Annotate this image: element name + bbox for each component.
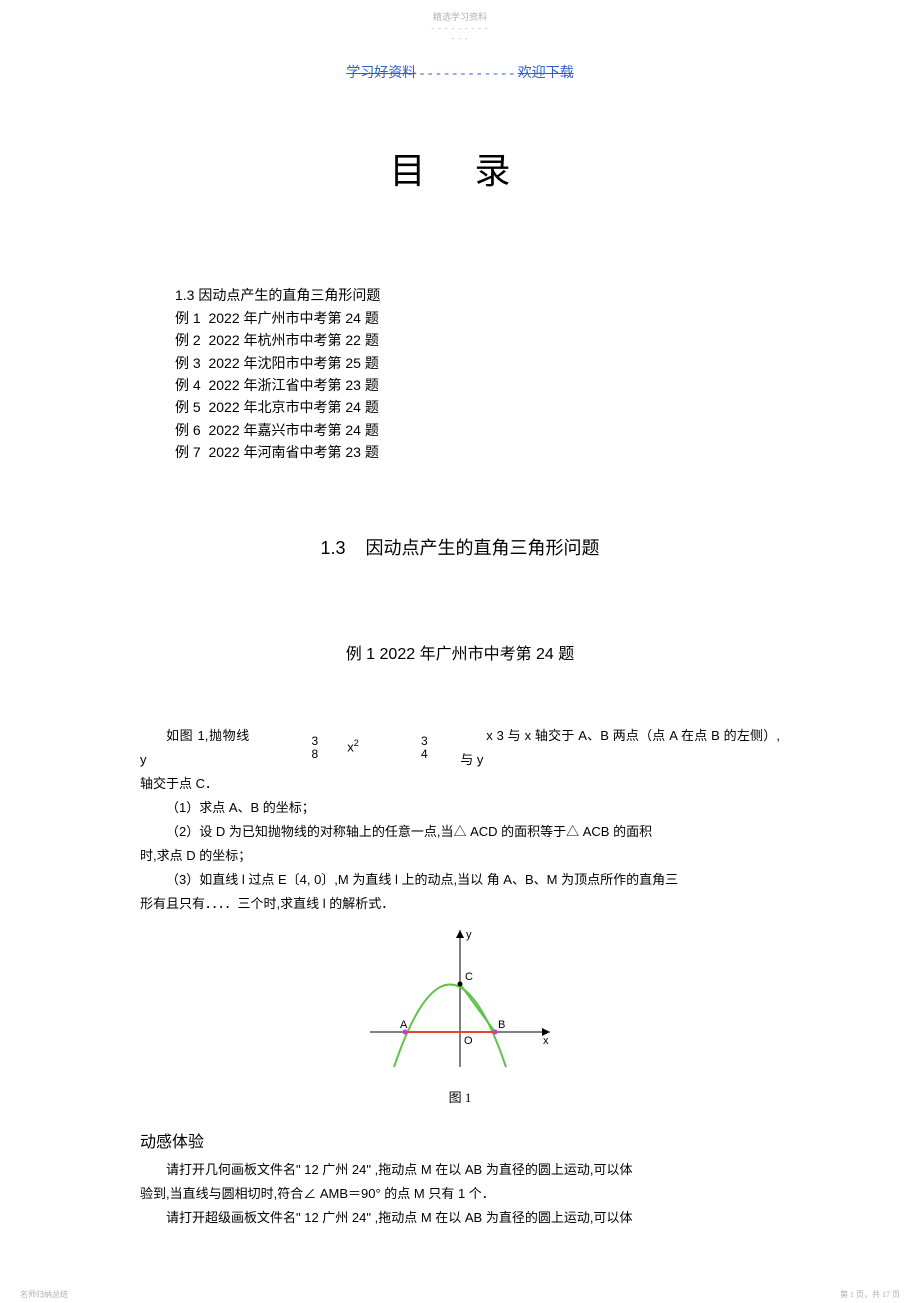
toc-item: 例 3 2022 年沈阳市中考第 25 题: [175, 352, 920, 374]
point-c: [458, 981, 463, 986]
banner-left: 学习好资料: [346, 66, 416, 81]
question-3: （3）如直线 l 过点 E〔4, 0〕,M 为直线 l 上的动点,当以 角 A、…: [140, 868, 780, 892]
y-arrow-icon: [456, 930, 464, 938]
experience-text: 请打开几何画板文件名" 12 广州 24" ,拖动点 M 在以 AB 为直径的圆…: [140, 1158, 780, 1230]
toc-item: 例 5 2022 年北京市中考第 24 题: [175, 396, 920, 418]
label-c: C: [465, 971, 473, 983]
exp-line-2: 请打开超级画板文件名" 12 广州 24" ,拖动点 M 在以 AB 为直径的圆…: [140, 1206, 780, 1230]
watermark-line1: 精选学习资料: [0, 12, 920, 24]
label-a: A: [400, 1019, 408, 1031]
toc-item: 例 4 2022 年浙江省中考第 23 题: [175, 374, 920, 396]
frac-num: 3: [286, 735, 319, 748]
footer-left: 名师归纳总结: [20, 1289, 68, 1300]
subheading-experience: 动感体验: [140, 1128, 920, 1152]
toc-item: 例 1 2022 年广州市中考第 24 题: [175, 307, 920, 329]
paragraph-1b: 轴交于点 C．: [140, 772, 780, 796]
footer-right: 第 1 页，共 17 页: [840, 1289, 900, 1300]
figure-caption: 图 1: [0, 1087, 920, 1106]
body-text: 如图 1,抛物线 y 3 8 x2 3 4 x 3 与 x 轴交于 A、B 两点…: [140, 724, 780, 916]
page: 精选学习资料 - - - - - - - - - - - - 学习好资料 - -…: [0, 0, 920, 1303]
question-2: （2）设 D 为已知抛物线的对称轴上的任意一点,当△ ACD 的面积等于△ AC…: [140, 820, 780, 844]
label-o: O: [464, 1035, 473, 1047]
banner-mid: - - - - - - - - - - - -: [420, 66, 514, 81]
top-watermark: 精选学习资料 - - - - - - - - - - - -: [0, 0, 920, 44]
question-1: （1）求点 A、B 的坐标；: [140, 796, 780, 820]
toc-item: 例 6 2022 年嘉兴市中考第 24 题: [175, 419, 920, 441]
figure-1: A B C O x y 图 1: [0, 922, 920, 1106]
section-heading: 1.3 因动点产生的直角三角形问题: [0, 534, 920, 560]
point-b: [493, 1029, 498, 1034]
question-2b: 时,求点 D 的坐标；: [140, 844, 780, 868]
fraction-3-4: 3 4: [395, 735, 428, 760]
example-heading: 例 1 2022 年广州市中考第 24 题: [0, 640, 920, 664]
page-title: 目 录: [0, 142, 920, 194]
segment-bc: [460, 984, 495, 1032]
banner-right: 欢迎下载: [518, 66, 574, 81]
section-title: 因动点产生的直角三角形问题: [366, 538, 600, 558]
header-banner: 学习好资料 - - - - - - - - - - - - 欢迎下载: [0, 62, 920, 82]
label-y: y: [466, 929, 472, 941]
fraction-3-8: 3 8: [286, 735, 319, 760]
section-num: 1.3: [320, 538, 345, 558]
x-squared: x2: [321, 735, 359, 759]
exp-line-1: 请打开几何画板文件名" 12 广州 24" ,拖动点 M 在以 AB 为直径的圆…: [140, 1158, 780, 1182]
para1-pre: 如图 1,抛物线 y: [140, 724, 249, 772]
frac-den: 4: [395, 748, 428, 761]
toc-item: 1.3 因动点产生的直角三角形问题: [175, 284, 920, 306]
exp-line-1b: 验到,当直线与圆相切时,符合∠ AMB＝90° 的点 M 只有 1 个．: [140, 1182, 780, 1206]
toc-item: 例 2 2022 年杭州市中考第 22 题: [175, 329, 920, 351]
toc-item: 例 7 2022 年河南省中考第 23 题: [175, 441, 920, 463]
label-b: B: [498, 1019, 505, 1031]
table-of-contents: 1.3 因动点产生的直角三角形问题 例 1 2022 年广州市中考第 24 题 …: [175, 284, 920, 463]
para1-post: x 3 与 x 轴交于 A、B 两点（点 A 在点 B 的左侧）,与 y: [460, 724, 780, 772]
paragraph-1: 如图 1,抛物线 y 3 8 x2 3 4 x 3 与 x 轴交于 A、B 两点…: [140, 724, 780, 772]
parabola-curve: [394, 984, 506, 1067]
watermark-line2: - - - - - - - - -: [0, 24, 920, 34]
question-3b: 形有且只有．．．．三个时,求直线 l 的解析式．: [140, 892, 780, 916]
watermark-line3: - - -: [0, 34, 920, 44]
frac-num: 3: [395, 735, 428, 748]
frac-den: 8: [286, 748, 319, 761]
parabola-diagram: A B C O x y: [360, 922, 560, 1072]
label-x: x: [543, 1035, 549, 1047]
